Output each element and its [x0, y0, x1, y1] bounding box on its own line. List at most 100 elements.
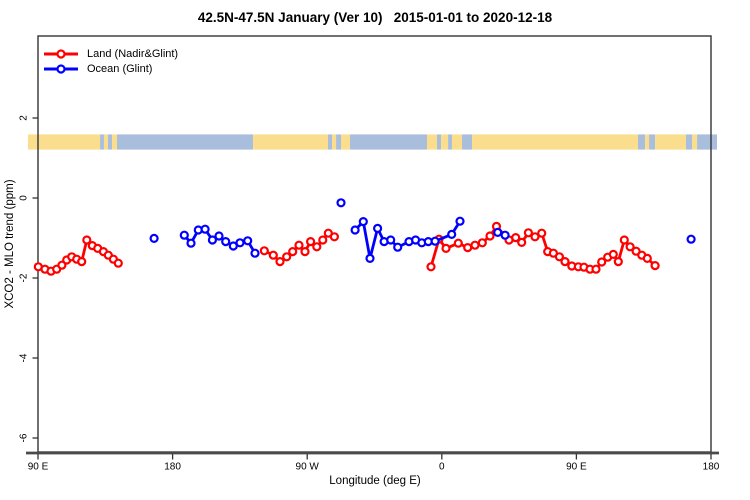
- ocean-data-point: [500, 230, 510, 240]
- land-data-point: [625, 242, 635, 252]
- ocean-data-point: [447, 229, 457, 239]
- ocean-data-point: [455, 216, 465, 226]
- ocean-data-point: [373, 223, 383, 233]
- y-tick-label: 0: [19, 195, 30, 201]
- ocean-data-point: [186, 238, 196, 248]
- map-band-segment-ocean: [461, 134, 473, 150]
- land-data-point: [477, 238, 487, 248]
- land-data-point: [463, 243, 473, 253]
- land-data-point: [537, 228, 547, 238]
- land-series-marker-icon: [44, 49, 78, 59]
- land-data-point: [259, 246, 269, 256]
- x-tick-label: 0: [439, 462, 445, 473]
- land-data-point: [288, 247, 298, 257]
- map-band-segment-ocean: [697, 134, 717, 150]
- ocean-data-point: [149, 233, 159, 243]
- x-tick-label: 90 E: [28, 462, 49, 473]
- map-band-segment-land: [253, 134, 328, 150]
- map-band-segment-land: [451, 134, 462, 150]
- map-band-segment-ocean: [638, 134, 646, 150]
- land-data-point: [560, 257, 570, 267]
- ocean-data-point: [200, 224, 210, 234]
- ocean-data-point: [365, 253, 375, 263]
- x-axis-label: Longitude (deg E): [329, 475, 421, 487]
- map-band-segment-land: [340, 134, 350, 150]
- x-tick-label: 180: [164, 462, 181, 473]
- map-band-segment-land: [645, 134, 650, 150]
- map-band-segment-land: [441, 134, 449, 150]
- map-band-segment-ocean: [649, 134, 656, 150]
- land-data-point: [511, 233, 521, 243]
- land-data-point: [517, 237, 527, 247]
- land-data-point: [619, 235, 629, 245]
- y-tick-label: -4: [19, 353, 30, 362]
- x-tick-label: 180: [703, 462, 720, 473]
- map-band-segment-ocean: [349, 134, 427, 150]
- x-tick-label: 90 E: [566, 462, 587, 473]
- map-band-segment-ocean: [336, 134, 341, 150]
- map-band-segment-land: [426, 134, 438, 150]
- land-data-point: [57, 260, 67, 270]
- legend-item-ocean: Ocean (Glint): [44, 63, 152, 75]
- ocean-data-point: [221, 237, 231, 247]
- chart-title: 42.5N-47.5N January (Ver 10) 2015-01-01 …: [197, 10, 553, 25]
- land-data-point: [294, 240, 304, 250]
- ocean-data-point: [214, 231, 224, 241]
- map-band-segment-land: [692, 134, 698, 150]
- land-data-point: [530, 232, 540, 242]
- map-band-segment-ocean: [116, 134, 254, 150]
- ocean-data-point: [243, 236, 253, 246]
- legend-label-ocean: Ocean (Glint): [87, 63, 153, 75]
- map-band-segment-ocean: [327, 134, 333, 150]
- ocean-data-point: [430, 236, 440, 246]
- land-data-point: [426, 262, 436, 272]
- land-data-point: [650, 261, 660, 271]
- land-data-point: [113, 258, 123, 268]
- land-data-point: [268, 250, 278, 260]
- ocean-data-point: [207, 235, 217, 245]
- land-data-point: [642, 253, 652, 263]
- map-band-segment-land: [28, 134, 101, 150]
- ocean-data-point: [386, 235, 396, 245]
- map-band-segment-land: [655, 134, 687, 150]
- legend-label-land: Land (Nadir&Glint): [87, 48, 179, 60]
- land-data-point: [77, 257, 87, 267]
- land-data-point: [275, 257, 285, 267]
- land-data-point: [485, 231, 495, 241]
- ocean-data-point: [358, 217, 368, 227]
- ocean-data-point: [235, 238, 245, 248]
- land-data-point: [282, 252, 292, 262]
- legend-item-land: Land (Nadir&Glint): [44, 48, 178, 60]
- ocean-data-point: [686, 234, 696, 244]
- land-data-point: [554, 252, 565, 262]
- land-data-point: [441, 243, 451, 253]
- ocean-data-point: [493, 227, 503, 237]
- land-data-point: [608, 249, 618, 259]
- ocean-data-point: [336, 198, 346, 208]
- land-data-point: [329, 232, 339, 242]
- land-data-point: [591, 264, 601, 274]
- land-data-point: [82, 235, 92, 245]
- land-data-point: [306, 237, 316, 247]
- land-data-point: [597, 257, 607, 267]
- map-band-segment-ocean: [437, 134, 442, 150]
- y-axis-label: XCO2 - MLO trend (ppm): [4, 179, 16, 309]
- land-data-point: [300, 247, 310, 257]
- y-tick-label: 2: [19, 115, 30, 121]
- map-band-segment-ocean: [448, 134, 452, 150]
- x-tick-label: 90 W: [296, 462, 320, 473]
- land-data-point: [523, 228, 534, 238]
- map-band-segment-land: [103, 134, 108, 150]
- ocean-data-point: [250, 248, 260, 258]
- y-tick-label: -2: [19, 273, 30, 282]
- map-band-segment-ocean: [686, 134, 693, 150]
- land-data-point: [613, 257, 623, 267]
- map-band-segment-land: [112, 134, 117, 150]
- map-band-segment-land: [472, 134, 639, 150]
- land-data-point: [318, 235, 328, 245]
- land-data-point: [312, 242, 322, 252]
- land-data-point: [470, 240, 480, 250]
- ocean-data-point: [350, 225, 360, 235]
